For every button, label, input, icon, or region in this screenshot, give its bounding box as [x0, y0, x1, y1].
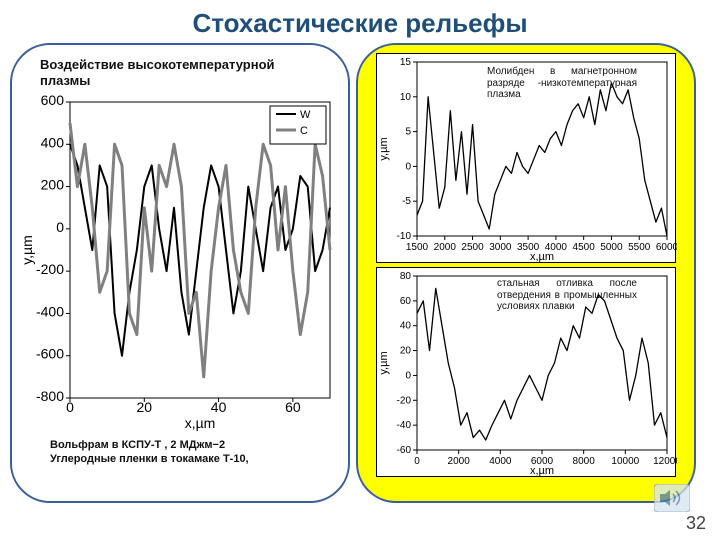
left-caption: Вольфрам в КСПУ-Т , 2 МДжм−2 Углеродные … [20, 432, 340, 469]
svg-text:y,µm: y,µm [378, 137, 390, 160]
svg-text:12000: 12000 [653, 456, 677, 467]
svg-text:-200: -200 [36, 261, 64, 277]
svg-text:20: 20 [400, 346, 412, 357]
svg-text:x,µm: x,µm [185, 415, 216, 431]
svg-text:y,µm: y,µm [20, 235, 35, 265]
page-title: Стохастические рельефы [0, 0, 720, 43]
panels-row: Воздействие высокотемпературной плазмы -… [0, 43, 720, 503]
svg-text:-10: -10 [397, 231, 412, 242]
svg-text:5500: 5500 [628, 242, 651, 253]
left-subtitle: Воздействие высокотемпературной плазмы [20, 55, 340, 92]
svg-text:0: 0 [66, 399, 74, 415]
svg-text:-800: -800 [36, 388, 64, 404]
svg-text:40: 40 [400, 321, 412, 332]
right-top-chart-box: -10-505101515002000250030003500400045005… [376, 53, 676, 263]
svg-text:-5: -5 [402, 196, 411, 207]
svg-text:200: 200 [41, 177, 65, 193]
left-panel: Воздействие высокотемпературной плазмы -… [10, 43, 350, 503]
svg-text:8000: 8000 [573, 456, 596, 467]
svg-text:2000: 2000 [434, 242, 457, 253]
svg-text:C: C [300, 125, 308, 137]
svg-text:-20: -20 [397, 395, 412, 406]
svg-text:15: 15 [400, 57, 412, 68]
svg-text:600: 600 [41, 92, 65, 108]
svg-text:-600: -600 [36, 346, 64, 362]
svg-text:W: W [300, 109, 311, 121]
svg-text:0: 0 [405, 161, 411, 172]
svg-text:400: 400 [41, 134, 65, 150]
svg-text:2500: 2500 [461, 242, 484, 253]
svg-text:3000: 3000 [489, 242, 512, 253]
right-bottom-chart-box: -60-40-200204060800200040006000800010000… [376, 267, 676, 477]
svg-text:0: 0 [56, 219, 64, 235]
svg-text:40: 40 [211, 399, 227, 415]
svg-text:60: 60 [285, 399, 301, 415]
svg-text:y,µm: y,µm [378, 351, 390, 374]
svg-text:x,µm: x,µm [530, 465, 554, 477]
right-panel: -10-505101515002000250030003500400045005… [356, 43, 696, 503]
svg-text:80: 80 [400, 271, 412, 282]
svg-text:6000: 6000 [656, 242, 677, 253]
svg-text:20: 20 [136, 399, 152, 415]
svg-text:5000: 5000 [600, 242, 623, 253]
svg-text:0: 0 [405, 370, 411, 381]
svg-text:0: 0 [414, 456, 420, 467]
svg-text:5: 5 [405, 127, 411, 138]
svg-text:60: 60 [400, 296, 412, 307]
speaker-icon [654, 484, 690, 512]
svg-text:1500: 1500 [406, 242, 429, 253]
svg-text:-400: -400 [36, 304, 64, 320]
svg-text:4000: 4000 [489, 456, 512, 467]
svg-text:2000: 2000 [448, 456, 471, 467]
left-chart: -800 -600 -400 -200 0 200 400 600 0 20 40 60 x,µm y,µ… [20, 92, 340, 432]
right-bottom-annotation: стальная отливка после отвердения в пром… [497, 278, 637, 313]
svg-text:10: 10 [400, 92, 412, 103]
svg-text:4500: 4500 [573, 242, 596, 253]
svg-text:x,µm: x,µm [530, 251, 554, 263]
svg-text:-40: -40 [397, 420, 412, 431]
svg-text:-60: -60 [397, 445, 412, 456]
right-top-annotation: Молибден в магнетронном разряде -низкоте… [487, 66, 637, 101]
page-number: 32 [686, 513, 706, 534]
svg-text:10000: 10000 [611, 456, 639, 467]
